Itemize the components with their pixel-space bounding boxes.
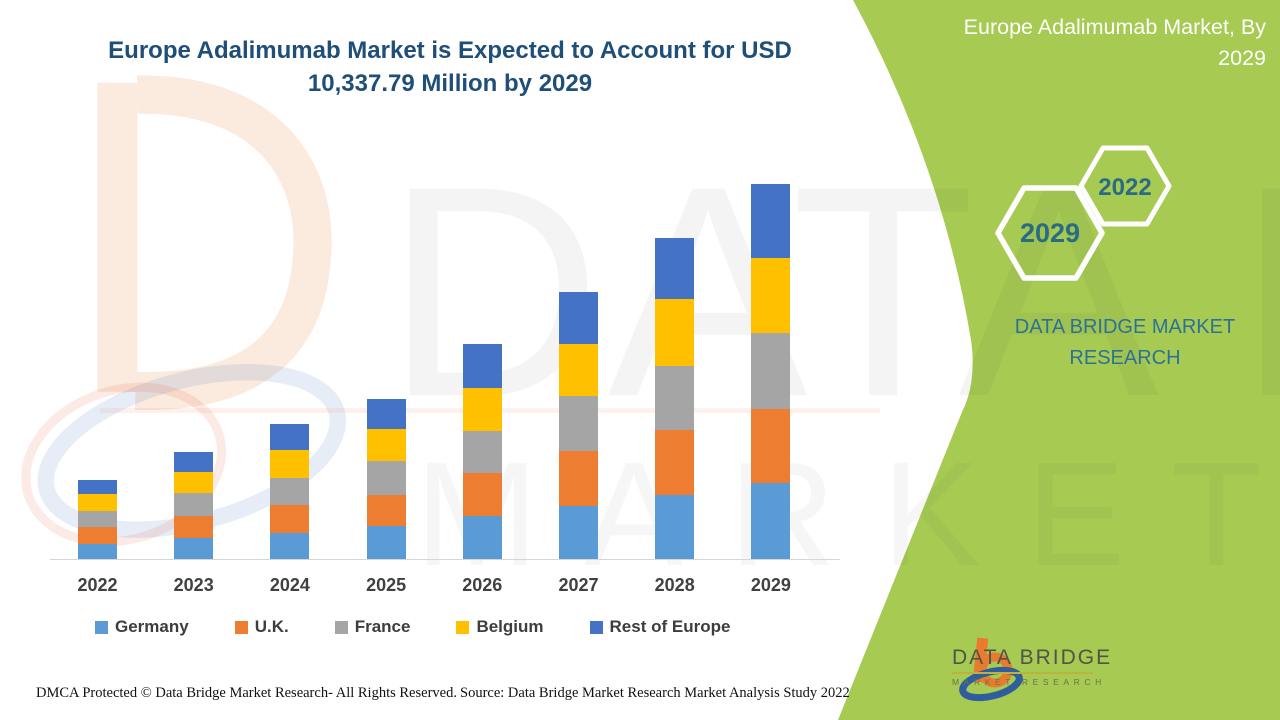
bar-segment-2026-rest-of-europe (462, 344, 502, 389)
bar-segment-2025-rest-of-europe (366, 398, 406, 429)
x-axis-label-2022: 2022 (77, 575, 118, 595)
x-axis-label-2027: 2027 (558, 575, 599, 595)
bar-segment-2026-belgium (462, 388, 502, 432)
bar-segment-2022-germany (78, 543, 117, 559)
page-title-line1: Europe Adalimumab Market is Expected to … (108, 37, 792, 64)
x-axis-label-2026: 2026 (462, 575, 503, 595)
bar-segment-2024-belgium (270, 449, 310, 478)
dbmr-logo-wordmark: DATA BRIDGE MARKET RESEARCH (952, 646, 1113, 687)
brand-text-line1: DATA BRIDGE MARKET (1014, 316, 1236, 338)
legend-item-u-k-: U.K. (234, 617, 289, 637)
legend-item-belgium: Belgium (456, 617, 544, 637)
x-axis-label-2029: 2029 (750, 575, 791, 595)
legend-label: Rest of Europe (609, 617, 731, 636)
legend-swatch-icon (334, 620, 348, 634)
bar-segment-2029-france (751, 333, 791, 409)
bar-segment-2027-rest-of-europe (559, 291, 598, 344)
legend-item-germany: Germany (95, 617, 189, 637)
bar-segment-2026-france (462, 431, 502, 474)
legend-item-france: France (334, 617, 411, 637)
side-panel-title-line2: 2029 (1218, 46, 1266, 70)
x-axis-line (50, 559, 840, 560)
bar-segment-2028-u-k- (655, 430, 695, 495)
bar-segment-2024-u-k- (270, 504, 310, 533)
stacked-bar-chart: 2022 2023 2024 2025 2026 2027 2028 2029 (77, 184, 791, 595)
bar-segment-2027-belgium (559, 344, 598, 397)
dbmr-logo-name: DATA BRIDGE (952, 646, 1113, 669)
page-title: Europe Adalimumab Market is Expected to … (60, 34, 840, 100)
year-hexagons: 2029 2022 (995, 145, 1172, 281)
bar-segment-2029-belgium (751, 257, 791, 333)
bar-segment-2023-france (174, 492, 214, 516)
dbmr-logo-underline (952, 672, 1093, 674)
green-panel-shape (838, 0, 1280, 720)
legend-item-rest-of-europe: Rest of Europe (589, 617, 731, 637)
legend-label: Germany (115, 617, 189, 636)
side-panel-title: Europe Adalimumab Market, By 2029 (900, 12, 1266, 74)
bar-segment-2025-belgium (366, 428, 406, 461)
bar-segment-2025-france (366, 460, 406, 495)
bar-segment-2023-germany (174, 537, 214, 559)
bar-segment-2027-germany (559, 506, 598, 559)
hexagon-2022-icon (1078, 145, 1172, 227)
bar-segment-2029-germany (751, 483, 791, 559)
bar-segment-2026-germany (462, 516, 502, 559)
legend-label: Belgium (476, 617, 544, 636)
bar-segment-2022-rest-of-europe (78, 479, 117, 494)
source-text: Source: Data Bridge Market Research Mark… (460, 685, 850, 701)
chart-legend: Germany U.K. France Belgium Rest of Europe (95, 617, 730, 637)
legend-label: U.K. (254, 617, 289, 636)
bar-segment-2024-rest-of-europe (270, 423, 310, 450)
legend-swatch-icon (234, 620, 248, 634)
x-axis-label-2024: 2024 (269, 575, 310, 595)
bar-segment-2022-u-k- (78, 526, 117, 544)
legend-swatch-icon (95, 620, 108, 634)
bar-segment-2029-rest-of-europe (751, 184, 791, 258)
bar-segment-2026-u-k- (462, 473, 502, 516)
x-axis-label-2025: 2025 (366, 575, 407, 595)
bar-segment-2023-rest-of-europe (174, 451, 214, 472)
side-panel-brand-text: DATA BRIDGE MARKET RESEARCH (1000, 312, 1250, 374)
bar-segment-2029-u-k- (751, 409, 791, 483)
x-axis-label-2028: 2028 (654, 575, 695, 595)
legend-swatch-icon (456, 620, 470, 634)
bar-segment-2028-germany (655, 495, 695, 559)
bar-segment-2028-rest-of-europe (655, 238, 695, 299)
x-axis-label-2023: 2023 (173, 575, 214, 595)
side-panel-title-line1: Europe Adalimumab Market, By (963, 15, 1266, 39)
bar-segment-2023-u-k- (174, 515, 214, 538)
bar-segment-2027-france (559, 396, 598, 451)
hexagon-2022-label: 2022 (1098, 174, 1151, 201)
hexagon-2029-icon (995, 185, 1105, 281)
legend-label: France (354, 617, 411, 636)
bar-segment-2024-france (270, 478, 310, 505)
brand-text-line2: RESEARCH (1069, 347, 1181, 369)
bar-segment-2024-germany (270, 532, 310, 559)
dmca-copyright-text: DMCA Protected © Data Bridge Market Rese… (36, 685, 457, 701)
bar-segment-2022-belgium (78, 493, 117, 511)
dbmr-logo-subtitle: MARKET RESEARCH (952, 677, 1106, 687)
hexagon-2029-label: 2029 (1020, 218, 1080, 248)
bar-segment-2023-belgium (174, 471, 214, 493)
legend-swatch-icon (589, 620, 603, 634)
bar-segment-2027-u-k- (559, 451, 598, 506)
bar-segment-2028-france (655, 366, 695, 430)
bar-segment-2025-germany (366, 525, 406, 559)
bar-segment-2025-u-k- (366, 494, 406, 526)
page-title-line2: 10,337.79 Million by 2029 (307, 70, 593, 97)
bar-segment-2028-belgium (655, 299, 695, 366)
bar-segment-2022-france (78, 510, 117, 527)
